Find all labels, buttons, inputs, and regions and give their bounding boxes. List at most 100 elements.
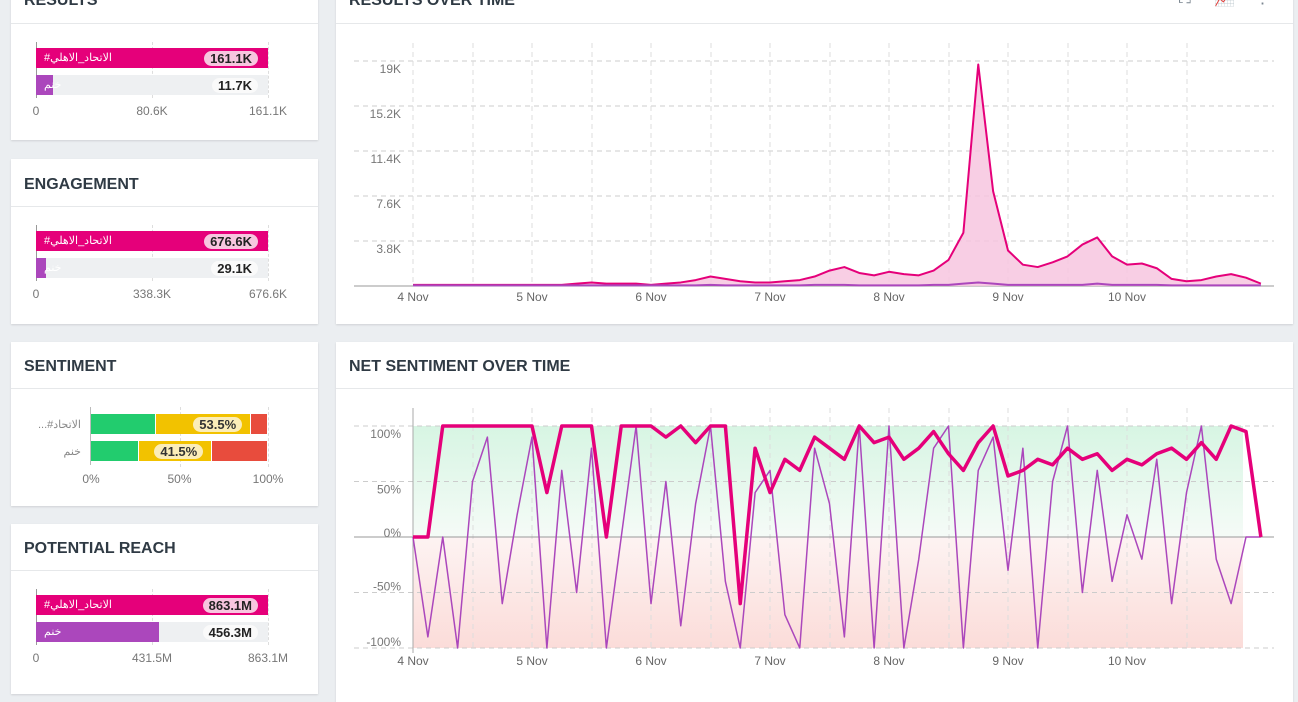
panel-title: RESULTS OVER TIME [349, 0, 515, 9]
results-panel: RESULTS 0 80.6K 161.1K #الاتحاد_الاهلي 161.1… [11, 0, 318, 140]
axis-tick: 863.1M [247, 651, 289, 665]
panel-title: SENTIMENT [24, 358, 117, 375]
gridline [152, 589, 153, 645]
positive-segment[interactable] [91, 441, 138, 461]
divider [11, 570, 318, 571]
bar-label: #الاتحاد_الاهلي [44, 599, 112, 611]
x-tick-label: 10 Nov [1108, 654, 1146, 668]
y-tick-label: 15.2K [370, 107, 401, 121]
bar-value: 456.3M [202, 625, 258, 640]
bar-fill [36, 622, 159, 642]
x-tick-label: 4 Nov [397, 654, 428, 668]
bar-value: 29.1K [211, 261, 258, 276]
panel-title: ENGAGEMENT [24, 176, 139, 193]
bar-value: 863.1M [202, 598, 258, 613]
fullscreen-icon[interactable]: ⛶ [1179, 0, 1191, 8]
gridline [268, 589, 269, 645]
axis-tick: 50% [167, 472, 192, 486]
axis-tick: 80.6K [136, 104, 168, 118]
axis-tick: 0% [82, 472, 100, 486]
y-tick-label: 100% [370, 427, 401, 441]
divider [336, 388, 1293, 389]
bar-label: خنم [44, 79, 62, 91]
gridline [152, 42, 153, 98]
bar-row[interactable]: خنم 11.7K [36, 75, 268, 95]
x-tick-label: 5 Nov [516, 654, 547, 668]
engagement-bars: 0 338.3K 676.6K #الاتحاد_الاهلي 676.6K خنم 29.… [32, 225, 287, 305]
x-tick-label: 10 Nov [1108, 290, 1146, 304]
y-tick-label: 7.6K [376, 197, 401, 211]
bar-label: #الاتحاد_الاهلي [44, 52, 112, 64]
series-area [413, 64, 1261, 286]
axis-tick: 431.5M [131, 651, 173, 665]
gridline [268, 407, 269, 467]
bar-row[interactable]: #الاتحاد_الاهلي 161.1K [36, 48, 268, 68]
series-line [413, 281, 1261, 287]
series-line [412, 425, 1261, 649]
x-tick-label: 7 Nov [754, 654, 785, 668]
bar-row[interactable]: #الاتحاد_الاهلي 676.6K [36, 231, 268, 251]
divider [11, 206, 318, 207]
axis-tick: 161.1K [248, 104, 288, 118]
net-sentiment-panel: NET SENTIMENT OVER TIME -100% -50% 0% 50% 10… [336, 342, 1293, 702]
gridline [268, 42, 269, 98]
sentiment-row-label: ...#الاتحاد [37, 419, 81, 431]
x-tick-label: 8 Nov [873, 654, 904, 668]
neutral-segment[interactable]: 53.5% [156, 414, 251, 434]
bar-label: خنم [44, 262, 62, 274]
neutral-segment[interactable]: 41.5% [138, 441, 212, 461]
results-over-time-panel: RESULTS OVER TIME ⛶ 📈 ⋮ 3.8K 7.6K 11.4K 15.… [336, 0, 1293, 324]
y-tick-label: 50% [377, 483, 401, 497]
panel-title: NET SENTIMENT OVER TIME [349, 358, 571, 375]
sentiment-row-label: خنم [63, 446, 81, 458]
engagement-panel: ENGAGEMENT 0 338.3K 676.6K #الاتحاد_الاهلي 6… [11, 159, 318, 324]
panel-title: POTENTIAL REACH [24, 540, 176, 557]
divider [336, 23, 1293, 24]
bar-value: 11.7K [212, 78, 258, 93]
axis-tick: 0 [32, 104, 40, 118]
axis-tick: 0 [32, 287, 40, 301]
x-tick-label: 8 Nov [873, 290, 904, 304]
bar-label: خنم [44, 626, 62, 638]
bar-fill [36, 75, 53, 95]
divider [11, 388, 318, 389]
gridline [268, 225, 269, 281]
results-over-time-chart: 3.8K 7.6K 11.4K 15.2K 19K 4 Nov 5 Nov 6 Nov 7 No… [354, 43, 1274, 304]
y-tick-label: -50% [373, 580, 401, 594]
divider [11, 23, 318, 24]
neutral-value: 41.5% [154, 444, 204, 459]
reach-panel: POTENTIAL REACH 0 431.5M 863.1M #الاتحاد_ال… [11, 524, 318, 694]
results-bars: 0 80.6K 161.1K #الاتحاد_الاهلي 161.1K خنم 11.7… [32, 42, 287, 122]
reach-bars: 0 431.5M 863.1M #الاتحاد_الاهلي 863.1M خنم 456… [32, 589, 288, 669]
axis-line [36, 42, 37, 98]
negative-segment[interactable] [251, 414, 267, 434]
x-tick-label: 7 Nov [754, 290, 785, 304]
net-sentiment-chart: -100% -50% 0% 50% 100% 4 Nov 5 Nov 6 Nov 7 Nov 8 … [354, 408, 1274, 668]
axis-tick: 0 [32, 651, 40, 665]
sentiment-panel: SENTIMENT 0% 50% 100% ...#الاتحاد 53.5% خنم 41… [11, 342, 318, 506]
axis-tick: 338.3K [132, 287, 172, 301]
x-tick-label: 6 Nov [635, 290, 666, 304]
x-tick-label: 9 Nov [992, 654, 1023, 668]
bar-row[interactable]: خنم 29.1K [36, 258, 268, 278]
bar-row[interactable]: #الاتحاد_الاهلي 863.1M [36, 595, 268, 615]
negative-segment[interactable] [212, 441, 267, 461]
axis-tick: 100% [252, 472, 284, 486]
bar-label: #الاتحاد_الاهلي [44, 235, 112, 247]
y-tick-label: 19K [380, 62, 401, 76]
neutral-value: 53.5% [193, 417, 243, 432]
positive-segment[interactable] [91, 414, 156, 434]
chart-type-icon[interactable]: 📈 [1214, 0, 1235, 8]
bar-value: 676.6K [204, 234, 258, 249]
axis-line [36, 589, 37, 645]
series-line [413, 424, 1263, 606]
x-tick-label: 6 Nov [635, 654, 666, 668]
y-tick-label: 0% [384, 526, 402, 540]
gridline [179, 407, 181, 467]
bar-fill [36, 258, 46, 278]
axis-line [90, 407, 91, 465]
bar-row[interactable]: خنم 456.3M [36, 622, 268, 642]
more-icon[interactable]: ⋮ [1254, 0, 1271, 8]
y-tick-label: 3.8K [376, 242, 401, 256]
y-tick-label: -100% [366, 635, 401, 649]
